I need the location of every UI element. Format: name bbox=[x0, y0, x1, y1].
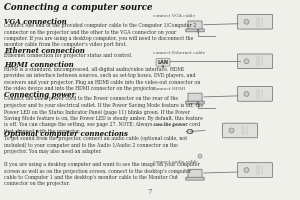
Text: VGA connection: VGA connection bbox=[4, 18, 67, 26]
Text: connect VGA cable: connect VGA cable bbox=[153, 14, 195, 18]
Text: Optional computer connections: Optional computer connections bbox=[4, 130, 128, 138]
Text: LAN: LAN bbox=[158, 60, 169, 65]
Text: Connect one end of the provided computer cable to the Computer 1/Computer 2
conn: Connect one end of the provided computer… bbox=[4, 23, 196, 47]
FancyBboxPatch shape bbox=[188, 93, 202, 102]
FancyBboxPatch shape bbox=[186, 29, 204, 32]
Circle shape bbox=[244, 19, 249, 24]
Text: connect power: connect power bbox=[153, 123, 186, 127]
Text: connect HDMI: connect HDMI bbox=[153, 87, 185, 91]
Text: 7: 7 bbox=[148, 188, 152, 196]
Text: Connect the black power cord to the Power connector on the rear of the
projector: Connect the black power cord to the Powe… bbox=[4, 96, 203, 134]
Text: To get sound from the projector, connect an audio cable (optional cable, not
inc: To get sound from the projector, connect… bbox=[4, 136, 200, 186]
FancyBboxPatch shape bbox=[238, 14, 272, 29]
Circle shape bbox=[244, 59, 249, 64]
Text: Ethernet connection for projector status and control.: Ethernet connection for projector status… bbox=[4, 53, 132, 58]
FancyBboxPatch shape bbox=[186, 177, 204, 180]
Circle shape bbox=[229, 128, 234, 133]
Text: connect Ethernet cable: connect Ethernet cable bbox=[153, 51, 205, 55]
Circle shape bbox=[244, 168, 249, 172]
Text: Connecting power: Connecting power bbox=[4, 91, 75, 99]
Text: Connecting a computer source: Connecting a computer source bbox=[4, 3, 152, 12]
Text: connect audio cable: connect audio cable bbox=[153, 160, 198, 164]
FancyBboxPatch shape bbox=[186, 101, 204, 104]
FancyBboxPatch shape bbox=[223, 123, 257, 138]
FancyBboxPatch shape bbox=[188, 169, 202, 178]
Text: HDMI connection: HDMI connection bbox=[4, 61, 74, 69]
FancyBboxPatch shape bbox=[188, 21, 202, 30]
Circle shape bbox=[198, 154, 202, 158]
Circle shape bbox=[244, 91, 249, 96]
FancyBboxPatch shape bbox=[238, 163, 272, 177]
FancyBboxPatch shape bbox=[238, 87, 272, 101]
FancyBboxPatch shape bbox=[238, 54, 272, 69]
Text: HDMI is a standard, uncompressed, all-digital audio/video interface. HDMI
provid: HDMI is a standard, uncompressed, all-di… bbox=[4, 67, 200, 91]
Text: Ethernet connection: Ethernet connection bbox=[4, 47, 85, 55]
